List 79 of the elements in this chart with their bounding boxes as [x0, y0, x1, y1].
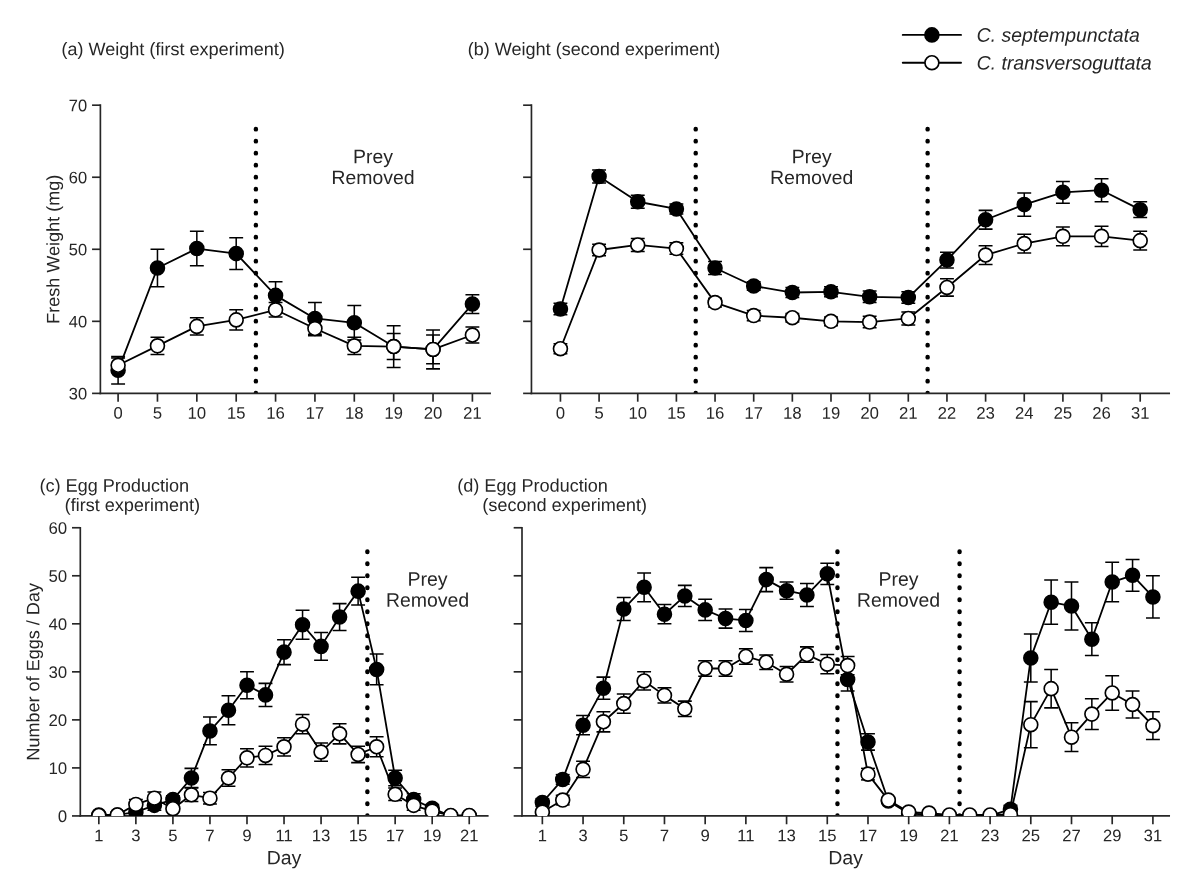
x-tick-label: 20	[861, 407, 879, 419]
x-tick-label: 16	[267, 407, 285, 419]
x-tick-label: 27	[1063, 829, 1080, 842]
x-tick-label: 1	[538, 829, 547, 842]
annotation: Prey Removed	[771, 149, 853, 185]
x-tick-label: 3	[131, 829, 140, 842]
x-tick-label: 25	[1022, 829, 1040, 842]
x-tick-label: 21	[463, 407, 481, 419]
x-tick-label: 17	[745, 407, 763, 419]
x-tick-label: 21	[940, 829, 958, 842]
x-tick-label: 10	[629, 407, 647, 419]
y-tick-label: 50	[69, 243, 87, 256]
x-tick-label: 19	[424, 829, 441, 842]
x-tick-label: 18	[784, 407, 801, 419]
annotation: Prey Removed	[858, 572, 939, 607]
y-tick-label: 40	[69, 315, 87, 328]
x-tick-label: 11	[276, 829, 292, 842]
x-tick-label: 20	[424, 407, 442, 419]
x-tick-label: 7	[206, 829, 214, 842]
y-tick-label: 70	[69, 99, 87, 112]
x-tick-label: 1	[95, 829, 103, 842]
x-tick-label: 22	[938, 407, 956, 419]
x-tick-label: 18	[346, 407, 363, 419]
x-tick-label: 13	[313, 829, 330, 842]
x-tick-label: 23	[977, 407, 995, 419]
x-tick-label: 9	[243, 829, 251, 842]
legend-label: C. septempunctata	[977, 28, 1140, 46]
x-tick-label: 31	[1131, 407, 1149, 419]
chart-title: (b) Weight (second experiment)	[468, 42, 720, 59]
x-tick-label: 26	[1093, 407, 1111, 419]
x-tick-label: 17	[859, 829, 877, 842]
y-tick-label: 30	[69, 387, 87, 400]
y-tick-label: 40	[48, 618, 67, 631]
x-tick-label: 17	[306, 407, 324, 419]
x-tick-label: 0	[556, 407, 565, 419]
x-tick-label: 17	[387, 829, 404, 842]
x-tick-label: 5	[595, 407, 604, 419]
x-tick-label: 0	[114, 407, 123, 419]
annotation: Prey Removed	[387, 572, 468, 607]
x-tick-label: 19	[823, 407, 840, 419]
y-tick-label: 60	[69, 171, 87, 184]
chart-title: (a) Weight (first experiment)	[62, 42, 284, 59]
x-tick-label: 31	[1144, 829, 1162, 842]
y-axis-title: Number of Eggs / Day	[26, 583, 44, 760]
x-tick-label: 29	[1103, 829, 1121, 842]
y-axis-title: Fresh Weight (mg)	[46, 175, 64, 323]
x-tick-label: 15	[668, 407, 685, 419]
x-tick-label: 5	[168, 829, 177, 842]
x-tick-label: 25	[1054, 407, 1072, 419]
x-tick-label: 16	[707, 407, 724, 419]
y-tick-label: 10	[49, 762, 67, 775]
x-tick-label: 9	[701, 829, 710, 842]
x-tick-label: 19	[900, 829, 918, 842]
x-tick-label: 21	[460, 829, 478, 842]
chart-title: (c) Egg Production (first experiment)	[40, 478, 199, 515]
x-tick-label: 15	[819, 829, 836, 842]
x-tick-label: 11	[738, 829, 754, 842]
x-tick-label: 21	[899, 407, 917, 419]
legend-label: C. transversoguttata	[977, 55, 1152, 74]
x-tick-label: 15	[350, 829, 367, 842]
x-tick-label: 10	[188, 407, 206, 419]
y-tick-label: 60	[49, 522, 67, 534]
x-tick-label: 23	[981, 829, 999, 842]
y-tick-label: 50	[49, 570, 67, 582]
y-tick-label: 20	[49, 714, 67, 727]
x-tick-label: 5	[153, 407, 162, 419]
x-axis-title: Day	[268, 850, 302, 869]
x-tick-label: 13	[778, 829, 796, 842]
x-tick-label: 24	[1015, 407, 1034, 419]
y-tick-label: 0	[58, 810, 67, 823]
x-tick-label: 7	[660, 829, 669, 842]
chart-title: (d) Egg Production (second experiment)	[458, 478, 646, 515]
x-tick-label: 19	[385, 407, 403, 419]
annotation: Prey Removed	[332, 149, 414, 185]
x-axis-title: Day	[829, 850, 863, 869]
x-tick-label: 5	[619, 829, 628, 842]
x-tick-label: 3	[579, 829, 587, 842]
y-tick-label: 30	[49, 666, 67, 679]
x-tick-label: 15	[228, 407, 245, 419]
